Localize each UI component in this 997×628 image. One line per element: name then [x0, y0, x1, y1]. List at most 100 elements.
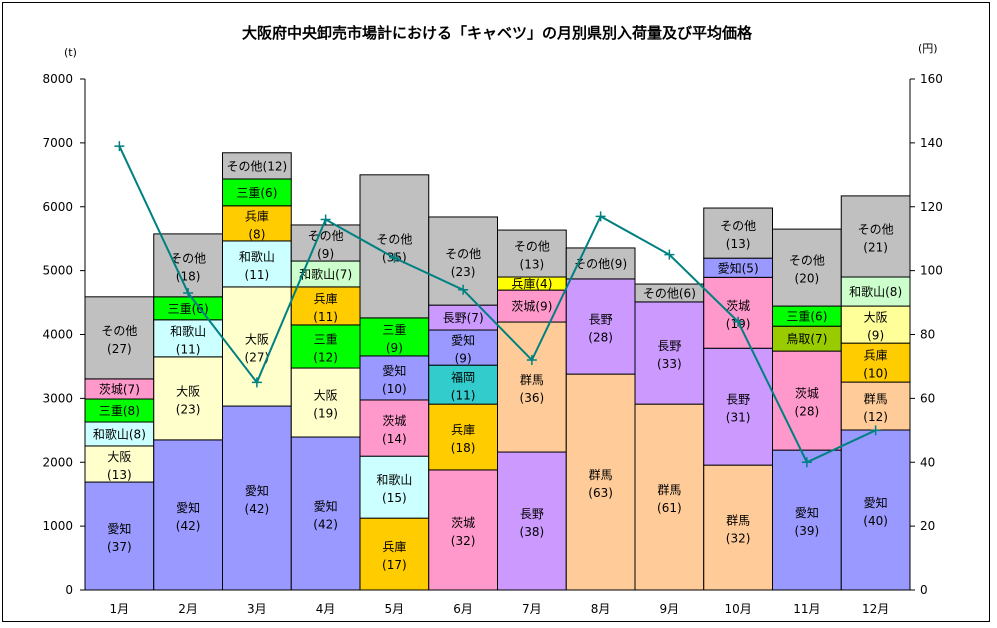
segment-label: その他 [445, 247, 481, 261]
price-point [183, 287, 194, 298]
bar-segment [772, 350, 842, 451]
segment-label: (28) [588, 331, 613, 345]
segment-label: (32) [726, 532, 751, 546]
segment-label: (13) [726, 237, 751, 251]
segment-label: (32) [451, 534, 476, 548]
bar-segment [153, 356, 223, 441]
segment-label: (27) [245, 350, 270, 364]
segment-label: (27) [107, 342, 132, 356]
y-tick-label: 5000 [42, 264, 73, 278]
segment-label: (9) [455, 352, 472, 366]
segment-label: 三重(6) [236, 186, 277, 200]
y-tick-label: 7000 [42, 136, 73, 150]
segment-label: その他 [376, 232, 412, 246]
bar-segment [359, 517, 430, 591]
segment-label: 大阪 [245, 332, 269, 346]
y2-axis-unit: (円) [918, 42, 938, 55]
price-point [733, 316, 744, 327]
segment-label: (12) [313, 350, 338, 364]
segment-label: (10) [382, 382, 407, 396]
x-tick-label: 9月 [660, 602, 680, 616]
segment-label: (39) [795, 524, 820, 538]
segment-label: その他 [720, 219, 756, 233]
x-tick-label: 8月 [591, 602, 611, 616]
bar-segment [840, 429, 911, 591]
segment-label: 三重(8) [99, 404, 140, 418]
segment-label: (8) [248, 227, 265, 241]
segment-label: 愛知 [245, 484, 269, 498]
y-tick-label: 8000 [42, 72, 73, 86]
y2-tick-label: 100 [920, 264, 943, 278]
segment-label: (11) [176, 342, 201, 356]
segment-label: 群馬 [726, 514, 750, 528]
segment-label: (13) [107, 468, 132, 482]
segment-label: その他(9) [574, 257, 627, 271]
segment-label: 茨城 [382, 414, 406, 428]
bar-segment [153, 233, 223, 298]
x-tick-label: 11月 [793, 602, 820, 616]
segment-label: (42) [245, 502, 270, 516]
segment-label: (42) [176, 519, 201, 533]
y-tick-label: 0 [65, 583, 73, 597]
segment-label: 和歌山(8) [849, 284, 902, 299]
y2-tick-label: 60 [920, 391, 935, 405]
y2-tick-label: 40 [920, 455, 935, 469]
bar-segment [222, 240, 292, 288]
segment-label: (17) [382, 558, 407, 572]
x-tick-label: 4月 [316, 602, 336, 616]
chart-title: 大阪府中央卸売市場計における「キャベツ」の月別県別入荷量及び平均価格 [242, 24, 753, 42]
bar-segment [703, 276, 773, 349]
bar-segment [840, 342, 911, 383]
segment-label: 兵庫 [382, 540, 406, 554]
segment-label: 愛知 [107, 522, 131, 536]
segment-label: 和歌山(8) [93, 426, 146, 441]
segment-label: 大阪 [176, 384, 200, 398]
x-tick-label: 1月 [110, 602, 130, 616]
segment-label: (15) [382, 491, 407, 505]
bar-segment [840, 195, 911, 278]
segment-label: (11) [313, 310, 338, 324]
segment-label: 和歌山 [376, 472, 412, 487]
bar-segment [428, 469, 498, 591]
segment-label: 愛知 [864, 496, 888, 510]
segment-label: 三重(6) [786, 310, 827, 324]
segment-label: 群馬 [864, 392, 888, 406]
bar-segment [497, 451, 567, 591]
segment-label: 愛知 [382, 364, 406, 378]
bar-segment [840, 276, 911, 307]
bar-segment [428, 329, 498, 366]
bar-segment [153, 439, 223, 591]
price-point [389, 252, 400, 263]
segment-label: (11) [451, 389, 476, 403]
bar-segment [290, 286, 361, 326]
segment-label: 長野 [657, 339, 681, 353]
segment-label: (33) [657, 357, 682, 371]
bar-segment [290, 324, 361, 369]
segment-label: (12) [863, 410, 888, 424]
segment-label: (31) [726, 411, 751, 425]
segment-label: 三重 [314, 332, 338, 346]
price-point [114, 141, 125, 152]
bar-segment [565, 373, 636, 591]
segment-label: (19) [313, 407, 338, 421]
segment-label: 大阪 [314, 389, 338, 403]
x-tick-label: 10月 [724, 602, 751, 616]
segment-label: (18) [451, 441, 476, 455]
segment-label: 三重 [382, 323, 406, 337]
segment-label: (38) [520, 525, 545, 539]
segment-label: (23) [176, 402, 201, 416]
y-tick-label: 2000 [42, 455, 73, 469]
bar-segment [634, 403, 705, 591]
segment-label: その他 [170, 251, 206, 265]
segment-label: 茨城 [451, 516, 475, 530]
y-tick-label: 4000 [42, 328, 73, 342]
x-tick-label: 3月 [247, 602, 267, 616]
segment-label: 長野 [726, 393, 750, 407]
segment-label: 大阪 [864, 311, 888, 325]
segment-label: 鳥取(7) [786, 331, 827, 346]
bar-segment [772, 228, 842, 307]
segment-label: (42) [313, 518, 338, 532]
segment-label: 茨城(9) [511, 300, 552, 314]
price-line [118, 145, 877, 464]
